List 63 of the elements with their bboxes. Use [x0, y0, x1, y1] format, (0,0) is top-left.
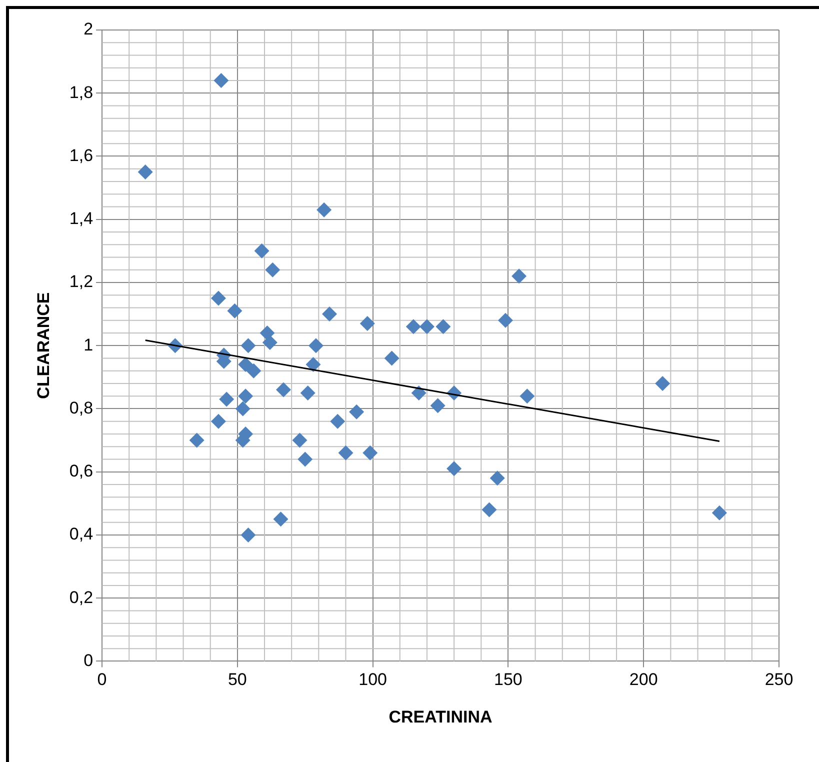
y-tick-label: 0,8: [69, 398, 94, 418]
y-tick-label: 1,2: [69, 272, 94, 292]
point: [498, 312, 514, 328]
point: [238, 388, 254, 404]
y-tick-label: 2: [84, 20, 94, 39]
x-tick-label: 100: [358, 670, 388, 690]
point: [210, 414, 226, 429]
point: [276, 382, 291, 398]
y-tick-label: 0,2: [69, 588, 94, 607]
point: [330, 414, 346, 429]
point: [430, 398, 446, 414]
point: [308, 338, 324, 354]
y-tick-label: 1,4: [69, 209, 94, 228]
point: [316, 202, 332, 218]
point: [227, 303, 242, 318]
point: [482, 502, 497, 518]
point: [189, 432, 204, 448]
point: [349, 404, 364, 420]
point: [214, 72, 229, 88]
point: [306, 357, 321, 372]
y-tick-label: 1: [84, 335, 94, 354]
point: [265, 262, 280, 278]
point: [254, 243, 270, 258]
point: [262, 334, 278, 350]
point: [219, 392, 234, 407]
point: [512, 268, 527, 284]
x-tick-label: 0: [97, 670, 107, 690]
point: [384, 350, 400, 366]
point: [235, 401, 250, 416]
point: [712, 505, 727, 520]
x-tick-label: 150: [494, 670, 522, 690]
point: [138, 164, 153, 180]
y-tick-label: 1,8: [69, 82, 94, 102]
point: [273, 512, 288, 527]
point: [411, 385, 426, 400]
point: [419, 319, 434, 334]
point: [322, 306, 337, 322]
x-axis-title: CREATININA: [388, 707, 492, 726]
y-tick-label: 1,6: [69, 146, 94, 165]
point: [490, 470, 505, 486]
y-tick-label: 0: [84, 650, 94, 670]
y-tick-label: 0,6: [69, 462, 94, 481]
point: [210, 290, 226, 306]
point: [436, 319, 451, 334]
x-tick-label: 50: [228, 670, 247, 690]
point: [338, 445, 354, 460]
point: [246, 363, 262, 378]
point: [655, 376, 670, 391]
point: [446, 461, 462, 476]
point: [300, 385, 316, 400]
x-tick-label: 200: [629, 670, 658, 690]
point: [298, 452, 313, 467]
point: [406, 319, 421, 334]
point: [240, 527, 256, 542]
point: [240, 338, 256, 354]
point: [520, 388, 535, 404]
y-axis-title: CLEARANCE: [34, 292, 53, 399]
point: [360, 316, 375, 332]
x-tick-label: 250: [764, 670, 794, 690]
point: [362, 445, 378, 460]
point: [238, 357, 254, 372]
y-tick-label: 0,4: [69, 524, 94, 544]
point: [292, 432, 308, 448]
